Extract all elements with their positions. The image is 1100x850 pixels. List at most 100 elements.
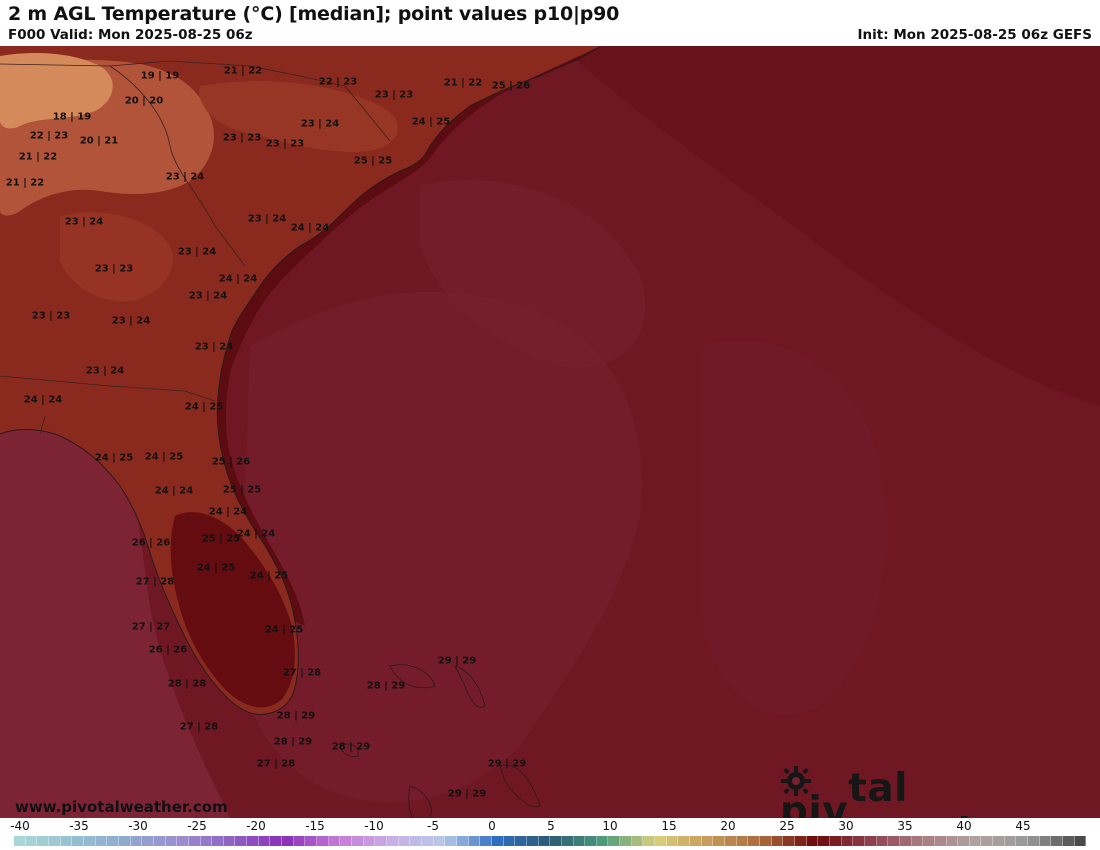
legend-color-swatch: [83, 836, 96, 846]
point-value: 26 | 26: [131, 537, 171, 549]
legend-color-swatch: [526, 836, 539, 846]
point-value: 29 | 29: [437, 655, 477, 667]
legend-color-swatch: [293, 836, 306, 846]
legend-color-swatch: [270, 836, 283, 846]
legend-color-swatch: [235, 836, 248, 846]
legend-color-swatch: [934, 836, 947, 846]
point-value: 24 | 25: [94, 452, 134, 464]
point-value: 20 | 20: [124, 95, 164, 107]
point-value: 24 | 24: [218, 273, 258, 285]
legend-color-swatch: [387, 836, 399, 846]
warm-ocean-patch: [700, 341, 887, 715]
point-value: 23 | 24: [247, 213, 287, 225]
state-border-al: [39, 415, 46, 435]
legend-color-swatch: [130, 836, 143, 846]
point-value: 23 | 24: [111, 315, 151, 327]
point-value: 24 | 25: [249, 570, 289, 582]
map-canvas: [0, 46, 1100, 818]
legend-color-swatch: [165, 836, 178, 846]
legend-color-swatch: [573, 836, 586, 846]
legend-color-swatch: [736, 836, 749, 846]
legend-color-swatch: [538, 836, 551, 846]
legend-color-swatch: [1063, 836, 1075, 846]
legend-color-swatch: [1016, 836, 1029, 846]
legend-tick-label: -5: [427, 819, 439, 833]
point-value: 21 | 22: [223, 65, 263, 77]
mountain-coldest-zone: [0, 53, 113, 129]
state-border-sc-ga: [109, 65, 246, 267]
legend-tick-label: -35: [69, 819, 89, 833]
point-value: 23 | 24: [64, 216, 104, 228]
legend-color-swatch: [72, 836, 84, 846]
point-value: 28 | 29: [366, 680, 406, 692]
legend-color-swatch: [853, 836, 865, 846]
legend-color-swatch: [142, 836, 154, 846]
legend-color-swatch: [841, 836, 854, 846]
legend-color-swatch: [118, 836, 131, 846]
map-header: 2 m AGL Temperature (°C) [median]; point…: [0, 0, 1100, 46]
point-value: 24 | 24: [154, 485, 194, 497]
legend-tick-label: 30: [838, 819, 854, 833]
point-value: 19 | 19: [140, 70, 180, 82]
point-value: 27 | 28: [282, 667, 322, 679]
legend-color-swatch: [946, 836, 959, 846]
legend-color-swatch: [503, 836, 516, 846]
legend-color-swatch: [328, 836, 341, 846]
legend-color-swatch: [317, 836, 329, 846]
legend-color-swatch: [468, 836, 481, 846]
legend-color-swatch: [794, 836, 807, 846]
sun-gear-icon: [781, 766, 811, 796]
legend-tick-label: -20: [246, 819, 266, 833]
point-value: 23 | 23: [31, 310, 71, 322]
legend-color-swatch: [305, 836, 318, 846]
point-value: 21 | 22: [5, 177, 45, 189]
legend-color-swatch: [888, 836, 900, 846]
legend-tick-label: 0: [488, 819, 496, 833]
point-value: 27 | 28: [135, 576, 175, 588]
legend-color-swatch: [223, 836, 236, 846]
point-value: 24 | 25: [264, 624, 304, 636]
interior-zone: [60, 212, 173, 302]
point-value: 24 | 25: [411, 116, 451, 128]
legend-color-swatch: [480, 836, 492, 846]
map-title: 2 m AGL Temperature (°C) [median]; point…: [8, 3, 620, 25]
legend-tick-label: -25: [187, 819, 207, 833]
point-value: 27 | 28: [256, 758, 296, 770]
legend-color-swatch: [37, 836, 49, 846]
point-value: 24 | 24: [236, 528, 276, 540]
legend-tick-label: 5: [547, 819, 555, 833]
legend-color-swatch: [864, 836, 877, 846]
legend-color-swatch: [969, 836, 982, 846]
legend-color-swatch: [666, 836, 679, 846]
legend-color-swatch: [655, 836, 667, 846]
point-value: 25 | 26: [491, 80, 531, 92]
legend-color-swatch: [911, 836, 924, 846]
site-url[interactable]: www.pivotalweather.com: [15, 798, 228, 816]
legend-color-swatch: [993, 836, 1005, 846]
legend-color-swatch: [375, 836, 387, 846]
point-value: 26 | 26: [148, 644, 188, 656]
temperature-map[interactable]: 19 | 19 21 | 22 22 | 23 21 | 22 25 | 26 …: [0, 46, 1100, 818]
legend-color-swatch: [177, 836, 189, 846]
legend-tick-label: 10: [602, 819, 618, 833]
legend-color-swatch: [783, 836, 795, 846]
legend-color-swatch: [561, 836, 574, 846]
point-value: 23 | 24: [177, 246, 217, 258]
legend-color-swatch: [829, 836, 842, 846]
point-value: 28 | 29: [273, 736, 313, 748]
color-legend: -40 -35 -30 -25 -20 -15 -10 -5 0 5 10 15 20 25 30 35 40 4…: [0, 818, 1100, 850]
legend-color-swatch: [771, 836, 784, 846]
point-value: 23 | 23: [265, 138, 305, 150]
legend-color-swatch: [818, 836, 830, 846]
legend-color-swatch: [690, 836, 702, 846]
gulf-field: [0, 422, 230, 818]
legend-color-swatch: [899, 836, 912, 846]
legend-color-swatch: [550, 836, 562, 846]
legend-tick-label: -30: [128, 819, 148, 833]
legend-color-swatch: [958, 836, 970, 846]
point-value: 23 | 24: [85, 365, 125, 377]
legend-color-swatch: [748, 836, 760, 846]
point-value: 21 | 22: [443, 77, 483, 89]
legend-tick-label: 35: [897, 819, 913, 833]
legend-tick-label: 20: [720, 819, 736, 833]
